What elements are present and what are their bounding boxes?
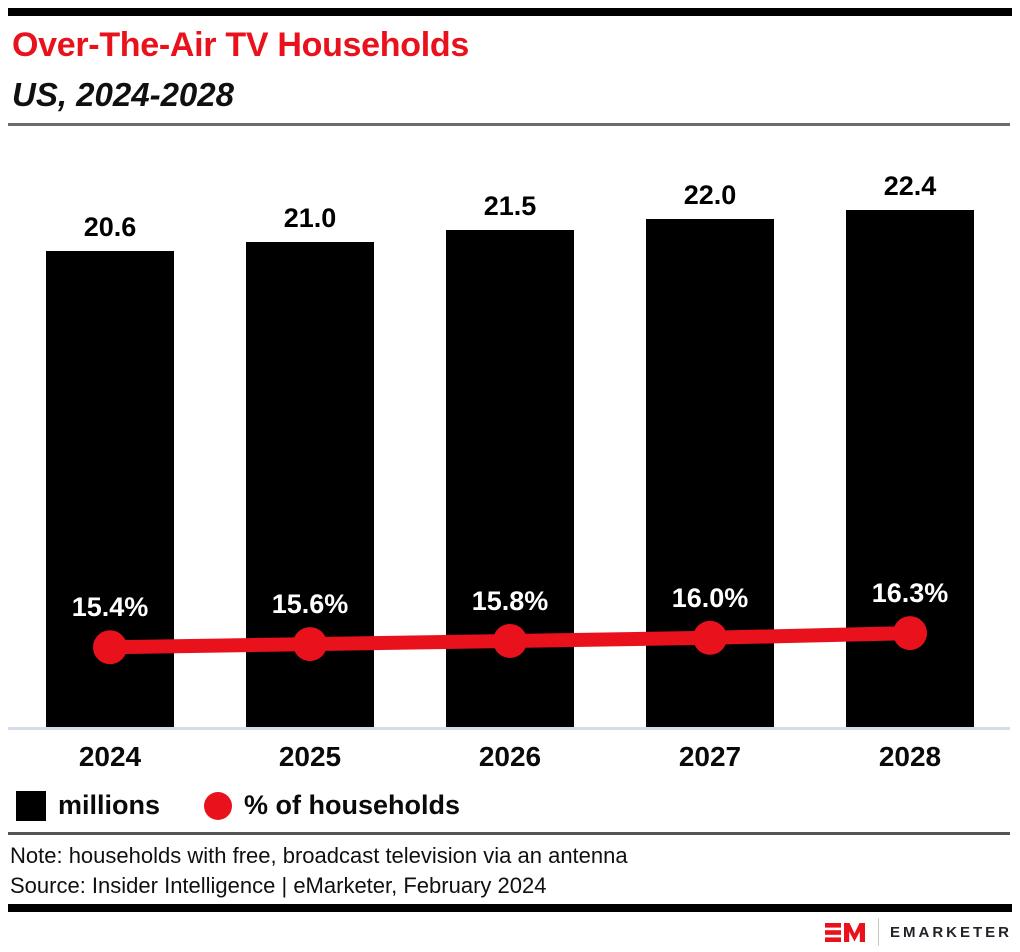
bar-value-label-2027: 22.0 [683,179,737,210]
x-axis-line [8,727,1010,730]
legend: millions % of households [16,790,460,821]
source-text: Source: Insider Intelligence | eMarketer… [10,873,547,898]
emarketer-logo-icon [824,923,865,942]
x-axis-label-2024: 2024 [78,741,142,772]
bar-value-label-2024: 20.6 [83,212,137,243]
bar-2026 [446,230,574,727]
footnote-divider-line [8,832,1010,835]
x-axis-label-2027: 2027 [678,741,742,772]
legend-item-millions: millions [16,790,160,821]
bar-value-label-2028: 22.4 [883,170,937,201]
chart-title: Over-The-Air TV Households [12,26,469,64]
x-axis-label-2025: 2025 [278,741,342,772]
top-divider-bar [8,8,1012,16]
header-divider-line [8,123,1010,126]
bar-2025 [246,241,374,727]
chart-subtitle: US, 2024-2028 [12,76,234,113]
brand-name: EMARKETER [889,923,1012,941]
legend-item-households: % of households [204,790,460,821]
line-value-label-2028: 16.3% [871,578,949,609]
line-value-label-2026: 15.8% [471,585,549,616]
line-value-label-2024: 15.4% [71,592,149,623]
legend-swatch-millions [16,790,46,821]
line-value-label-2027: 16.0% [671,582,749,613]
x-axis-label-2026: 2026 [478,741,542,772]
line-value-label-2025: 15.6% [271,589,349,620]
bar-2024 [46,251,174,727]
legend-swatch-households [204,791,233,820]
footer-logo-divider [877,918,879,946]
note-text: Note: households with free, broadcast te… [10,843,628,868]
legend-label-households: % of households [244,790,461,820]
footer: EMARKETER [0,912,1012,952]
bar-2027 [646,218,774,727]
bar-value-label-2025: 21.0 [283,202,337,233]
legend-label-millions: millions [58,790,161,820]
bottom-divider-bar [8,904,1012,912]
bar-value-label-2026: 21.5 [483,191,537,222]
x-axis-label-2028: 2028 [878,741,942,772]
bar-2028 [846,209,974,727]
